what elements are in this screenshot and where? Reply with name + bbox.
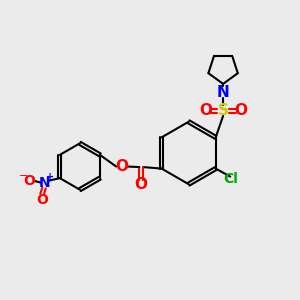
Text: O: O <box>234 103 248 118</box>
Text: O: O <box>199 103 212 118</box>
Text: N: N <box>39 176 51 190</box>
Text: N: N <box>217 85 230 100</box>
Text: +: + <box>46 172 54 182</box>
Text: Cl: Cl <box>224 172 239 186</box>
Text: O: O <box>115 159 128 174</box>
Text: S: S <box>218 103 229 118</box>
Text: O: O <box>134 177 147 192</box>
Text: −: − <box>19 171 28 181</box>
Text: O: O <box>36 193 48 207</box>
Text: O: O <box>23 174 35 188</box>
